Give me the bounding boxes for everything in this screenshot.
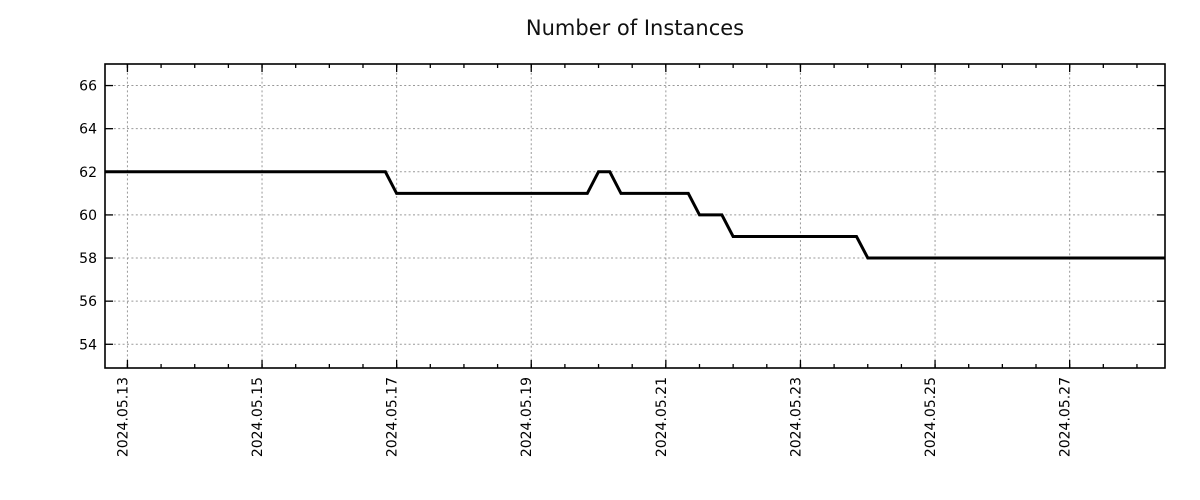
y-tick-label: 64 — [79, 122, 97, 138]
x-tick-label: 2024.05.27 — [1058, 377, 1074, 457]
y-tick-label: 62 — [79, 165, 97, 181]
y-tick-label: 60 — [79, 208, 97, 224]
y-tick-label: 58 — [79, 251, 97, 267]
y-tick-label: 66 — [79, 79, 97, 95]
x-tick-label: 2024.05.19 — [519, 377, 535, 457]
y-tick-label: 54 — [79, 337, 97, 353]
x-tick-label: 2024.05.13 — [115, 377, 131, 457]
x-tick-label: 2024.05.15 — [250, 377, 266, 457]
x-tick-label: 2024.05.17 — [385, 377, 401, 457]
y-tick-label: 56 — [79, 294, 97, 310]
chart-title: Number of Instances — [525, 16, 745, 40]
series-line — [105, 170, 1165, 260]
x-tick-label: 2024.05.21 — [654, 377, 670, 457]
plot-border — [104, 63, 1166, 369]
x-tick-label: 2024.05.23 — [788, 377, 804, 457]
x-tick-label: 2024.05.25 — [923, 377, 939, 457]
